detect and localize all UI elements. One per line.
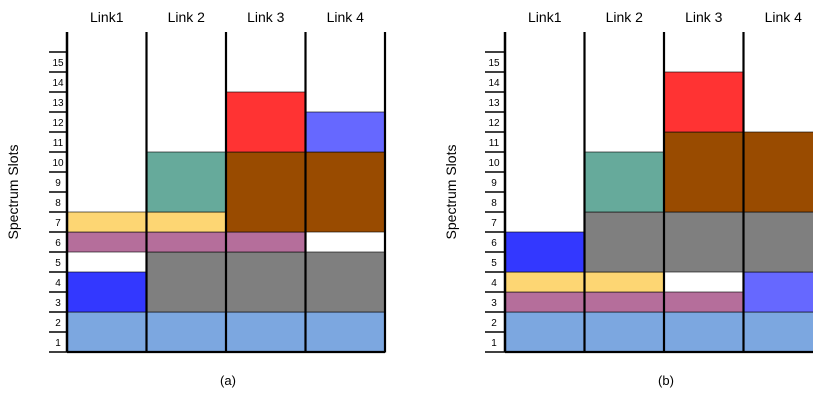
spectrum-block	[663, 71, 744, 133]
slot-label: 11	[53, 138, 64, 149]
spectrum-block	[66, 311, 147, 353]
spectrum-block	[584, 211, 665, 273]
spectrum-block	[504, 291, 585, 313]
link-label: Link1	[528, 9, 562, 25]
slot-label: 9	[491, 178, 497, 189]
slot-label: 3	[55, 298, 61, 309]
slot-label: 12	[488, 118, 500, 129]
spectrum-block	[66, 211, 147, 233]
spectrum-block	[663, 211, 744, 273]
link-label: Link 3	[685, 9, 723, 25]
spectrum-block	[146, 151, 227, 213]
slot-label: 3	[491, 298, 497, 309]
link-label: Link 2	[606, 9, 644, 25]
spectrum-block	[584, 151, 665, 213]
spectrum-block	[584, 311, 665, 353]
spectrum-block	[146, 211, 227, 233]
panel-caption: (b)	[658, 373, 674, 388]
slot-label: 9	[55, 178, 61, 189]
spectrum-block	[743, 311, 813, 353]
slot-label: 8	[55, 198, 61, 209]
slot-label: 6	[55, 238, 61, 249]
slot-label: 7	[55, 218, 61, 229]
spectrum-block	[146, 251, 227, 313]
slot-label: 4	[55, 278, 61, 289]
link-label: Link1	[90, 9, 124, 25]
slot-label: 13	[488, 98, 500, 109]
spectrum-block	[504, 231, 585, 273]
spectrum-block	[66, 231, 147, 253]
slot-label: 5	[55, 258, 61, 269]
panel-caption: (a)	[220, 373, 236, 388]
spectrum-block	[584, 271, 665, 293]
spectrum-block	[743, 211, 813, 273]
spectrum-block	[663, 291, 744, 313]
link-label: Link 4	[327, 9, 365, 25]
slot-label: 8	[491, 198, 497, 209]
spectrum-block	[305, 251, 386, 313]
spectrum-block	[305, 111, 386, 153]
spectrum-block	[146, 311, 227, 353]
y-axis-label: Spectrum Slots	[443, 145, 459, 240]
slot-label: 1	[491, 338, 497, 349]
spectrum-block	[225, 311, 306, 353]
slot-label: 14	[52, 78, 64, 89]
spectrum-block	[743, 271, 813, 313]
spectrum-block	[504, 311, 585, 353]
spectrum-block	[504, 271, 585, 293]
slot-label: 5	[491, 258, 497, 269]
spectrum-block	[225, 91, 306, 153]
link-label: Link 3	[247, 9, 285, 25]
spectrum-block	[305, 151, 386, 233]
slot-label: 6	[491, 238, 497, 249]
spectrum-block	[663, 131, 744, 213]
spectrum-block	[743, 131, 813, 213]
slot-label: 7	[491, 218, 497, 229]
slot-label: 15	[488, 58, 500, 69]
slot-label: 12	[52, 118, 64, 129]
spectrum-block	[584, 291, 665, 313]
spectrum-block	[146, 231, 227, 253]
link-label: Link 4	[765, 9, 803, 25]
slot-label: 13	[52, 98, 64, 109]
spectrum-block	[225, 151, 306, 233]
spectrum-block	[225, 231, 306, 253]
slot-label: 11	[489, 138, 500, 149]
spectrum-block	[663, 311, 744, 353]
spectrum-block	[225, 251, 306, 313]
slot-label: 14	[488, 78, 500, 89]
slot-label: 15	[52, 58, 64, 69]
spectrum-block	[66, 271, 147, 313]
slot-label: 2	[55, 318, 61, 329]
slot-label: 1	[55, 338, 61, 349]
link-label: Link 2	[168, 9, 206, 25]
slot-label: 4	[491, 278, 497, 289]
y-axis-label: Spectrum Slots	[5, 145, 21, 240]
slot-label: 2	[491, 318, 497, 329]
spectrum-block	[305, 311, 386, 353]
slot-label: 10	[488, 158, 500, 169]
slot-label: 10	[52, 158, 64, 169]
